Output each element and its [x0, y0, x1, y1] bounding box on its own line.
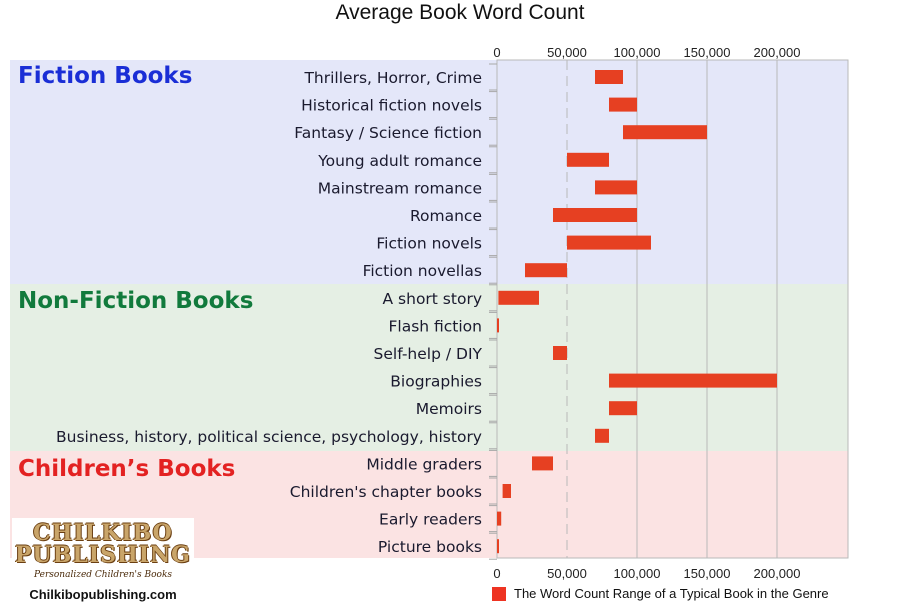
range-bar — [595, 70, 623, 84]
legend-label: The Word Count Range of a Typical Book i… — [514, 586, 829, 601]
category-label: Memoirs — [416, 400, 482, 418]
category-label: Flash fiction — [388, 317, 482, 335]
logo-name-line2: PUBLISHING — [15, 542, 191, 568]
category-label: Biographies — [390, 373, 482, 391]
group-title-fiction: Fiction Books — [18, 63, 193, 89]
group-title-childrens: Children’s Books — [18, 456, 236, 482]
category-label: Fiction novellas — [363, 262, 482, 280]
x-tick-label-top: 100,000 — [614, 45, 661, 60]
x-tick-label-bottom: 0 — [493, 566, 500, 581]
legend-swatch — [492, 587, 506, 601]
category-label: Mainstream romance — [318, 179, 482, 197]
group-band — [10, 60, 848, 284]
range-bar — [497, 511, 502, 526]
range-bar — [497, 318, 499, 333]
x-tick-label-top: 0 — [493, 45, 500, 60]
range-bar — [567, 152, 609, 167]
category-label: Self-help / DIY — [374, 345, 483, 363]
range-bar — [498, 290, 539, 305]
x-tick-label-top: 200,000 — [754, 45, 801, 60]
x-tick-label-bottom: 100,000 — [614, 566, 661, 581]
range-bar — [553, 208, 637, 222]
range-bar — [553, 346, 567, 360]
range-bar — [609, 97, 637, 112]
category-label: Fiction novels — [376, 235, 482, 253]
x-tick-label-bottom: 150,000 — [684, 566, 731, 581]
logo-name-line1: CHILKIBO — [33, 520, 173, 546]
category-label: Historical fiction novels — [301, 97, 482, 115]
range-bar — [532, 456, 553, 471]
range-bar — [595, 180, 637, 195]
category-label: Picture books — [378, 538, 482, 556]
chart-legend: The Word Count Range of a Typical Book i… — [492, 586, 829, 601]
logo-tagline: Personalized Children's Books — [33, 570, 173, 580]
x-tick-label-top: 150,000 — [684, 45, 731, 60]
website-url: Chilkibopublishing.com — [29, 587, 177, 602]
group-band — [10, 284, 848, 451]
range-bar — [497, 539, 499, 554]
category-label: Early readers — [379, 511, 482, 529]
x-tick-label-top: 50,000 — [547, 45, 587, 60]
category-label: Business, history, political science, ps… — [56, 428, 482, 446]
group-title-non-fiction: Non-Fiction Books — [18, 288, 254, 314]
category-label: Thrillers, Horror, Crime — [303, 69, 482, 87]
category-label: Middle graders — [366, 455, 482, 473]
category-label: Children's chapter books — [290, 483, 482, 501]
category-label: Young adult romance — [317, 152, 482, 170]
publisher-logo: CHILKIBO PUBLISHING Personalized Childre… — [12, 518, 194, 584]
plot-frame — [496, 59, 849, 559]
range-bar — [595, 428, 609, 443]
category-label: Fantasy / Science fiction — [294, 124, 482, 142]
x-tick-label-bottom: 200,000 — [754, 566, 801, 581]
range-bar — [609, 401, 637, 416]
range-bar — [502, 484, 511, 498]
x-tick-label-bottom: 50,000 — [547, 566, 587, 581]
range-bar — [623, 125, 707, 140]
category-label: A short story — [383, 290, 482, 308]
category-label: Romance — [410, 207, 482, 225]
range-bar — [609, 373, 777, 388]
range-bar — [525, 263, 567, 278]
range-bar — [567, 235, 651, 250]
chart-title: Average Book Word Count — [335, 1, 584, 24]
